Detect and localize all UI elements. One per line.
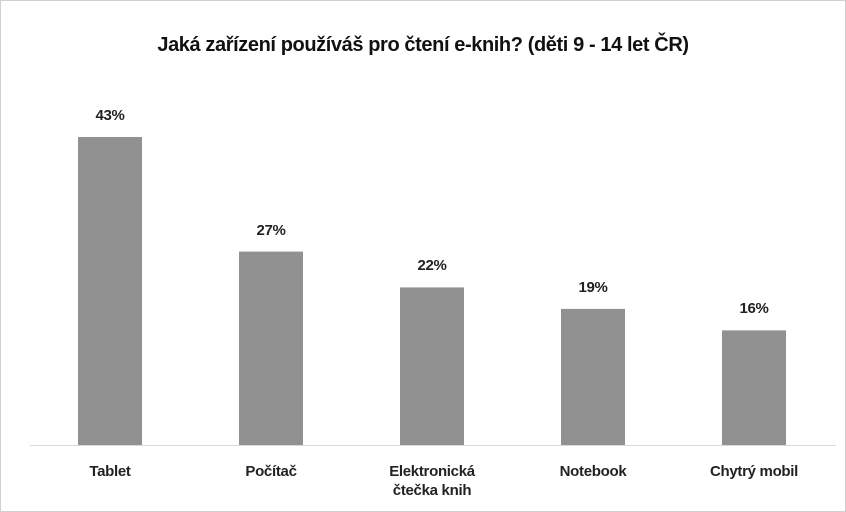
value-label: 19%: [578, 278, 608, 296]
x-tick-label: Počítač: [245, 463, 297, 480]
x-tick-label: Elektronická čtečka knih: [389, 463, 475, 499]
bar: [722, 330, 786, 445]
value-label: 16%: [739, 300, 769, 318]
chart-title: Jaká zařízení používáš pro čtení e-knih?…: [157, 34, 689, 56]
x-tick-label: Tablet: [89, 463, 131, 480]
value-label: 43%: [95, 107, 125, 124]
bar: [78, 137, 142, 445]
value-label: 22%: [417, 257, 447, 275]
bar: [239, 251, 303, 445]
value-label: 27%: [256, 221, 286, 239]
x-tick-label: Chytrý mobil: [709, 463, 799, 480]
bar: [400, 287, 464, 445]
x-tick-label: Notebook: [559, 463, 627, 480]
bar: [561, 308, 625, 445]
